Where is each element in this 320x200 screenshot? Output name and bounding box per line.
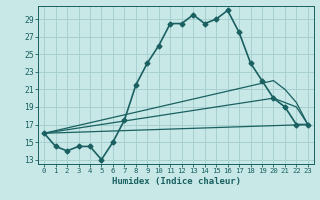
X-axis label: Humidex (Indice chaleur): Humidex (Indice chaleur): [111, 177, 241, 186]
